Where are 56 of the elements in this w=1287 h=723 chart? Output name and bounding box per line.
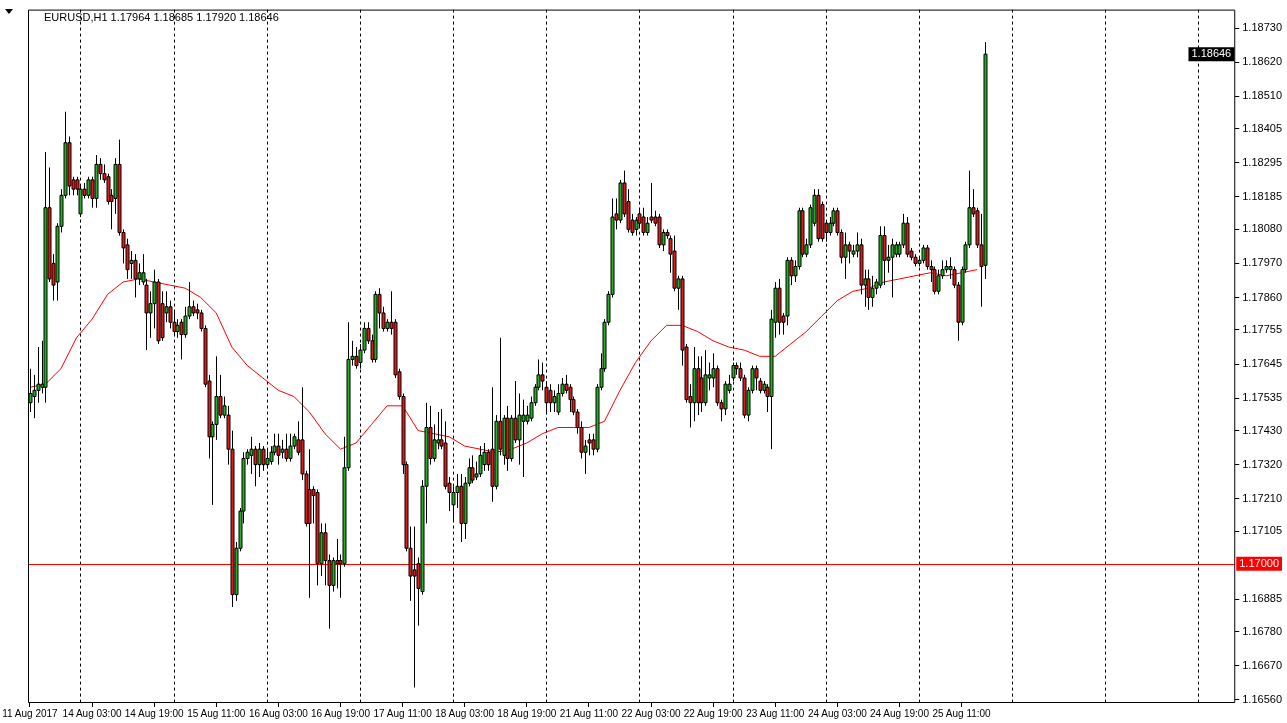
x-tick-label: 22 Aug 19:00 [683, 707, 744, 719]
x-tick-label: 14 Aug 03:00 [62, 707, 122, 719]
x-tick-label: 24 Aug 19:00 [869, 707, 930, 719]
y-tick-label: 1.17535 [1242, 391, 1282, 404]
x-tick-label: 18 Aug 03:00 [435, 707, 495, 719]
y-tick-label: 1.17970 [1242, 256, 1282, 269]
candlestick [866, 269, 871, 311]
y-tick-label: 1.18080 [1242, 222, 1282, 235]
y-tick-label: 1.17645 [1242, 357, 1282, 370]
y-tick-label: 1.17755 [1242, 323, 1282, 336]
annotation: 1.18646 [1191, 47, 1232, 60]
x-tick-label: 11 Aug 2017 [2, 707, 59, 719]
candlestick [521, 399, 526, 478]
candlestick [276, 433, 281, 466]
candlestick [843, 231, 848, 280]
y-tick-label: 1.16560 [1242, 692, 1282, 705]
y-tick-label: 1.18295 [1242, 155, 1282, 168]
candlestick [478, 445, 483, 478]
x-tick-label: 16 Aug 03:00 [248, 707, 309, 719]
candlestick [133, 253, 138, 298]
y-tick-label: 1.17210 [1242, 491, 1282, 504]
x-tick-label: 25 Aug 11:00 [932, 707, 992, 719]
y-tick-label: 1.18185 [1242, 189, 1282, 202]
x-tick-label: 17 Aug 11:00 [373, 707, 433, 719]
x-tick-label: 22 Aug 03:00 [621, 707, 681, 719]
candlestick [552, 389, 557, 413]
y-tick-label: 1.17430 [1242, 423, 1282, 436]
x-tick-label: 18 Aug 19:00 [497, 707, 557, 719]
y-tick-label: 1.17320 [1242, 457, 1282, 470]
x-tick-label: 15 Aug 11:00 [187, 707, 246, 719]
candlestick [548, 383, 553, 413]
candlestick [470, 454, 475, 484]
y-tick-label: 1.18730 [1242, 21, 1282, 34]
y-tick-label: 1.16780 [1242, 624, 1282, 637]
candlestick [754, 365, 759, 391]
y-tick-label: 1.17105 [1242, 524, 1282, 537]
y-tick-label: 1.18510 [1242, 89, 1282, 102]
candlestick [179, 318, 184, 360]
y-tick-label: 1.16670 [1242, 658, 1282, 671]
x-tick-label: 21 Aug 11:00 [559, 707, 619, 719]
ref-line-label: 1.17000 [1239, 556, 1279, 569]
candlestick [284, 433, 289, 463]
candlestick [257, 442, 262, 478]
chart-title: EURUSD,H1 1.17964 1.18685 1.17920 1.18646 [44, 10, 279, 23]
candlestick [175, 318, 180, 339]
y-tick-label: 1.17860 [1242, 290, 1282, 303]
y-tick-label: 1.18405 [1242, 121, 1282, 134]
x-tick-label: 14 Aug 19:00 [124, 707, 185, 719]
x-tick-label: 23 Aug 11:00 [746, 707, 805, 719]
candlestick [137, 262, 142, 286]
candlestick [280, 439, 285, 459]
y-tick-label: 1.18620 [1242, 55, 1282, 68]
y-tick-label: 1.16885 [1242, 592, 1282, 605]
candlestick [645, 216, 650, 237]
x-tick-label: 24 Aug 03:00 [807, 707, 868, 719]
x-tick-label: 16 Aug 19:00 [311, 707, 371, 719]
